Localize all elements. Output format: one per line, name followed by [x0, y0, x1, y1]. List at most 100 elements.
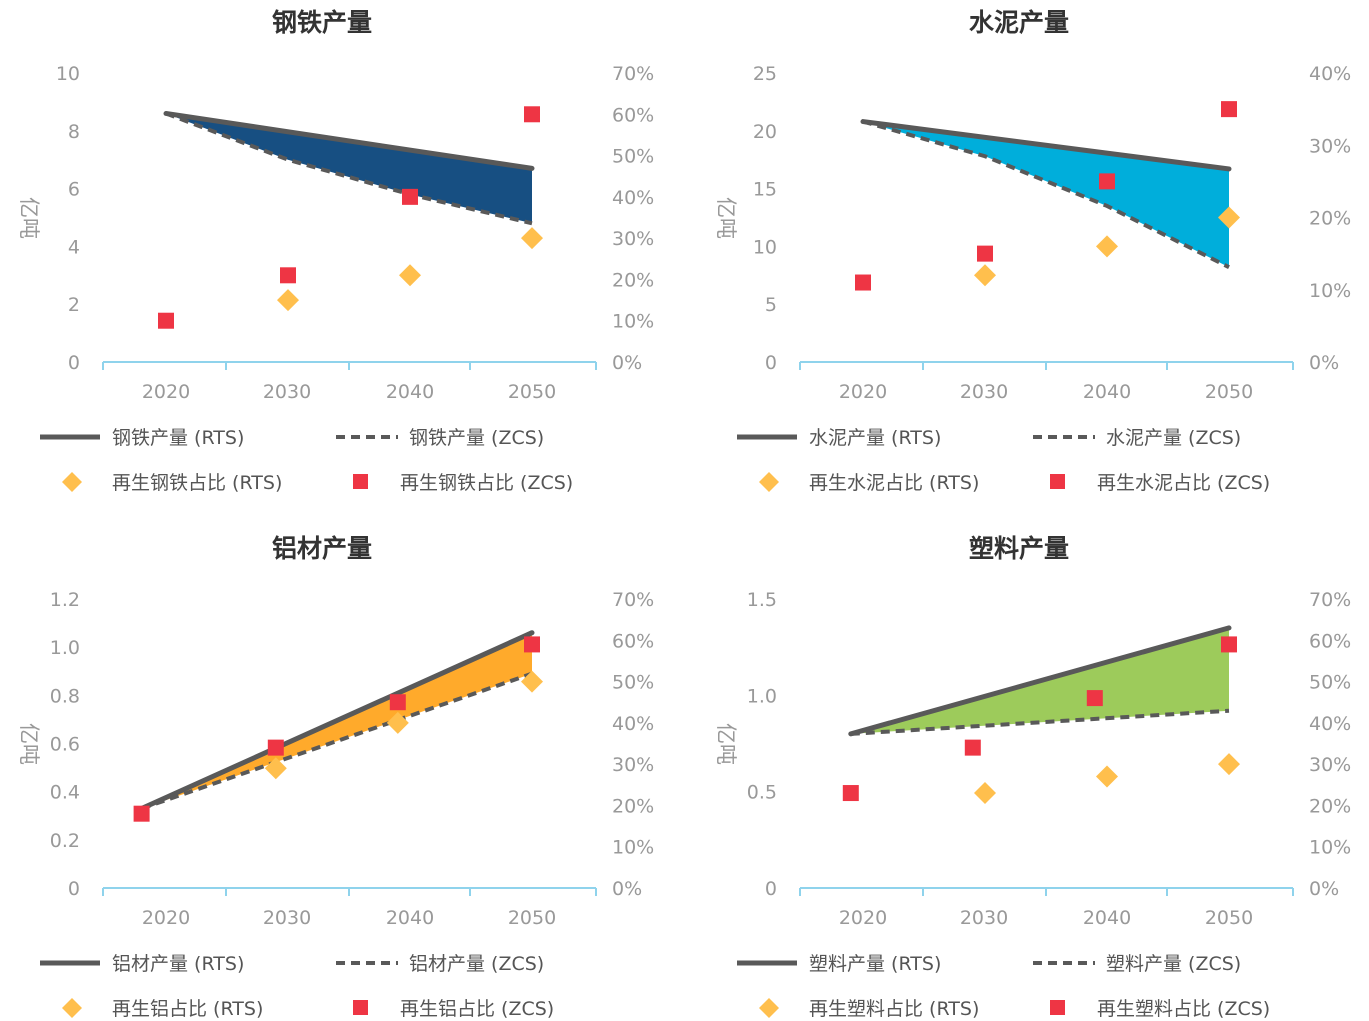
y-tick-label: 1.2: [50, 589, 80, 611]
y-tick-label: 2: [68, 294, 80, 316]
x-tick-label: 2040: [1083, 907, 1131, 929]
square-marker: [389, 694, 406, 711]
y2-tick-label: 70%: [612, 589, 654, 611]
x-tick-label: 2040: [386, 907, 434, 929]
y2-tick-label: 30%: [612, 754, 654, 776]
square-marker: [158, 312, 174, 329]
legend-label: 塑料产量 (RTS): [809, 953, 941, 975]
x-tick-label: 2040: [386, 381, 434, 403]
series-line-zcs: [850, 708, 1230, 736]
y-tick-label: 0: [68, 352, 80, 374]
y-tick-label: 0.6: [50, 734, 80, 756]
y-tick-label: 1.0: [747, 685, 777, 707]
y2-tick-label: 70%: [1309, 589, 1351, 611]
diamond-marker: [1096, 765, 1118, 788]
y2-tick-label: 40%: [1309, 63, 1351, 85]
chart-title: 钢铁产量: [272, 8, 372, 37]
diamond-marker: [521, 227, 543, 250]
square-marker: [1099, 173, 1115, 190]
y2-tick-label: 70%: [612, 63, 654, 85]
legend-swatch-square: [353, 1000, 368, 1015]
y2-tick-label: 30%: [1309, 754, 1351, 776]
legend-label: 再生水泥占比 (ZCS): [1097, 472, 1270, 494]
y2-tick-label: 40%: [612, 187, 654, 209]
y2-tick-label: 20%: [612, 269, 654, 291]
y-tick-label: 0: [765, 352, 777, 374]
y2-tick-label: 0%: [1309, 352, 1339, 374]
y2-tick-label: 50%: [612, 146, 654, 168]
y-tick-label: 1.0: [50, 637, 80, 659]
y-tick-label: 0: [765, 878, 777, 900]
series-line-rts: [163, 110, 535, 171]
legend-label: 再生钢铁占比 (ZCS): [400, 472, 573, 494]
y2-tick-label: 10%: [1309, 837, 1351, 859]
legend-label: 再生塑料占比 (RTS): [809, 998, 979, 1020]
x-tick-label: 2050: [1205, 907, 1253, 929]
x-tick-label: 2030: [263, 907, 311, 929]
square-marker: [524, 636, 540, 653]
y2-tick-label: 20%: [1309, 208, 1351, 230]
square-marker: [842, 785, 859, 802]
legend-swatch-diamond: [62, 472, 82, 492]
legend-swatch-diamond: [759, 472, 779, 492]
y2-tick-label: 0%: [612, 352, 642, 374]
square-marker: [1086, 690, 1103, 707]
legend-swatch-square: [1050, 474, 1065, 489]
y2-tick-label: 40%: [1309, 713, 1351, 735]
diamond-marker: [1218, 206, 1240, 229]
y2-tick-label: 0%: [1309, 878, 1339, 900]
chart-title: 水泥产量: [969, 8, 1069, 37]
series-line-rts: [848, 625, 1232, 737]
square-marker: [1221, 101, 1237, 118]
legend-swatch-diamond: [759, 998, 779, 1018]
series-line-zcs: [140, 671, 533, 811]
x-tick-label: 2040: [1083, 381, 1131, 403]
legend-label: 钢铁产量 (ZCS): [409, 427, 544, 449]
square-marker: [267, 739, 284, 756]
legend-label: 再生铝占比 (ZCS): [400, 998, 554, 1020]
y2-tick-label: 10%: [1309, 280, 1351, 302]
y2-tick-label: 60%: [612, 104, 654, 126]
diamond-marker: [264, 757, 287, 780]
x-tick-label: 2030: [960, 381, 1008, 403]
legend-label: 塑料产量 (ZCS): [1106, 953, 1241, 975]
square-marker: [964, 739, 981, 756]
diamond-marker: [399, 264, 421, 287]
y-axis-label: 亿吨: [714, 197, 738, 239]
y2-tick-label: 10%: [612, 837, 654, 859]
y2-tick-label: 30%: [612, 228, 654, 250]
legend-label: 水泥产量 (RTS): [809, 427, 941, 449]
diamond-marker: [974, 782, 996, 805]
y2-tick-label: 30%: [1309, 135, 1351, 157]
shaded-area: [166, 113, 532, 224]
square-marker: [524, 106, 540, 123]
y-tick-label: 0.8: [50, 685, 80, 707]
y-tick-label: 10: [753, 236, 777, 258]
series-line-rts: [860, 119, 1232, 172]
chart-title: 铝材产量: [272, 534, 372, 563]
diamond-marker: [1096, 235, 1118, 258]
series-line-zcs: [165, 111, 533, 226]
legend-label: 再生塑料占比 (ZCS): [1097, 998, 1270, 1020]
y-tick-label: 0.2: [50, 830, 80, 852]
square-marker: [855, 274, 871, 291]
y2-tick-label: 50%: [612, 672, 654, 694]
legend-label: 再生水泥占比 (RTS): [809, 472, 979, 494]
legend-swatch-diamond: [62, 998, 82, 1018]
y2-tick-label: 60%: [612, 630, 654, 652]
y-axis-label: 亿吨: [714, 723, 738, 765]
legend-label: 铝材产量 (RTS): [112, 953, 244, 975]
y2-tick-label: 40%: [612, 713, 654, 735]
diamond-marker: [974, 264, 996, 287]
diamond-marker: [277, 289, 299, 312]
diamond-marker: [1218, 753, 1240, 776]
x-tick-label: 2030: [960, 907, 1008, 929]
y-tick-label: 10: [56, 63, 80, 85]
y-axis-label: 亿吨: [17, 197, 41, 239]
diamond-marker: [386, 711, 409, 734]
legend-label: 再生铝占比 (RTS): [112, 998, 263, 1020]
series-line-rts: [139, 630, 535, 812]
